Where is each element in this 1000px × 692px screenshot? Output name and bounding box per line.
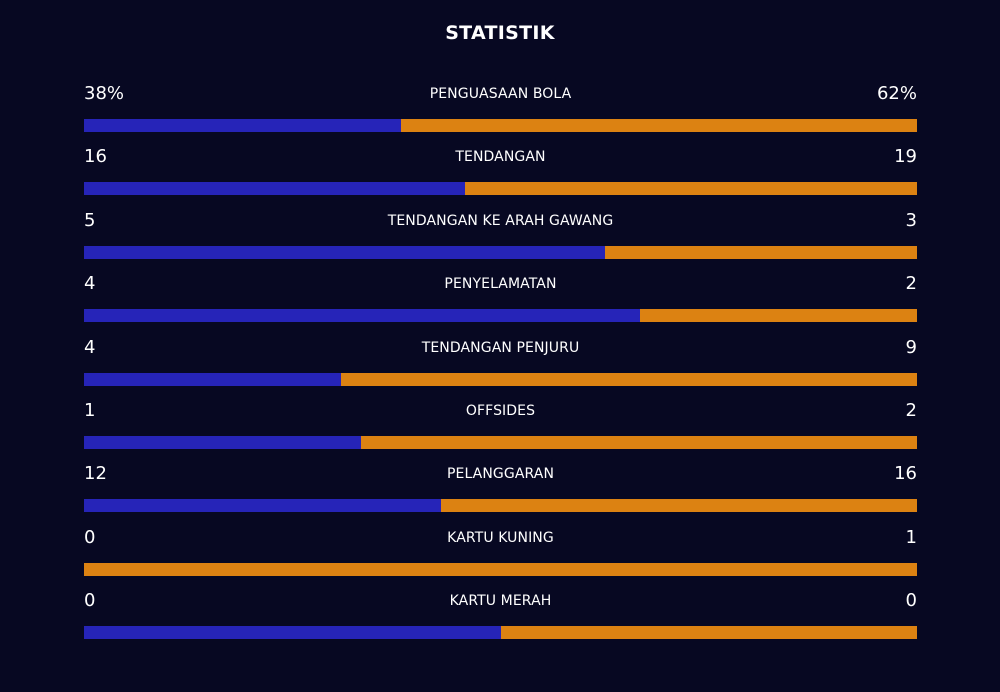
away-bar-segment: [400, 119, 917, 132]
home-value: 16: [84, 146, 107, 168]
stat-label: TENDANGAN PENJURU: [421, 339, 580, 356]
stat-row: 16 TENDANGAN 19: [84, 143, 917, 206]
stat-row: 0 KARTU KUNING 1: [84, 524, 917, 587]
stat-label: PENYELAMATAN: [444, 276, 557, 293]
home-bar-segment: [84, 182, 465, 196]
away-value: 2: [905, 273, 917, 295]
away-bar-segment: [639, 309, 917, 323]
home-bar-segment: [84, 245, 605, 259]
away-bar-segment: [340, 372, 917, 386]
home-bar-segment: [84, 435, 362, 449]
stat-label: KARTU MERAH: [449, 593, 552, 610]
away-value: 0: [905, 590, 917, 612]
away-value: 1: [905, 526, 917, 548]
away-value: 9: [905, 336, 917, 358]
comparison-bar: [84, 626, 917, 640]
away-bar-segment: [604, 245, 917, 259]
comparison-bar: [84, 182, 917, 196]
away-bar-segment: [361, 435, 917, 449]
stat-row: 12 PELANGGARAN 16: [84, 460, 917, 523]
home-bar-segment: [84, 499, 442, 513]
home-bar-segment: [84, 309, 640, 323]
comparison-bar: [84, 245, 917, 259]
home-value: 12: [84, 463, 107, 485]
comparison-bar: [84, 499, 917, 513]
away-bar-segment: [441, 499, 917, 513]
home-bar-segment: [84, 626, 501, 640]
away-value: 62%: [876, 83, 917, 104]
stat-label: PELANGGARAN: [446, 466, 555, 483]
stat-label: TENDANGAN KE ARAH GAWANG: [387, 212, 614, 229]
stat-label: KARTU KUNING: [447, 529, 554, 546]
home-value: 5: [84, 209, 96, 231]
stat-row: 4 TENDANGAN PENJURU 9: [84, 334, 917, 397]
comparison-bar: [84, 562, 917, 576]
away-bar-segment: [464, 182, 917, 196]
stats-list: 38% PENGUASAAN BOLA 62% 16 TENDANGAN 19 …: [84, 80, 917, 651]
home-value: 0: [84, 590, 96, 612]
stat-row: 0 KARTU MERAH 0: [84, 587, 917, 650]
home-value: 38%: [84, 83, 125, 104]
home-bar-segment: [84, 372, 341, 386]
page-title: STATISTIK: [445, 22, 555, 44]
home-bar-segment: [84, 119, 401, 132]
stat-label: OFFSIDES: [465, 402, 536, 419]
away-value: 2: [905, 399, 917, 421]
stat-label: PENGUASAAN BOLA: [429, 86, 572, 102]
home-value: 1: [84, 399, 96, 421]
comparison-bar: [84, 309, 917, 323]
comparison-bar: [84, 372, 917, 386]
stat-row: 5 TENDANGAN KE ARAH GAWANG 3: [84, 207, 917, 270]
stat-label: TENDANGAN: [455, 149, 546, 166]
stat-row: 1 OFFSIDES 2: [84, 397, 917, 460]
home-value: 0: [84, 526, 96, 548]
stat-row: 4 PENYELAMATAN 2: [84, 270, 917, 333]
home-value: 4: [84, 336, 96, 358]
away-bar-segment: [84, 562, 917, 576]
away-value: 16: [894, 463, 917, 485]
home-value: 4: [84, 273, 96, 295]
away-bar-segment: [500, 626, 917, 640]
comparison-bar: [84, 119, 917, 132]
stat-row: 38% PENGUASAAN BOLA 62%: [84, 80, 917, 143]
comparison-bar: [84, 435, 917, 449]
away-value: 3: [905, 209, 917, 231]
away-value: 19: [894, 146, 917, 168]
